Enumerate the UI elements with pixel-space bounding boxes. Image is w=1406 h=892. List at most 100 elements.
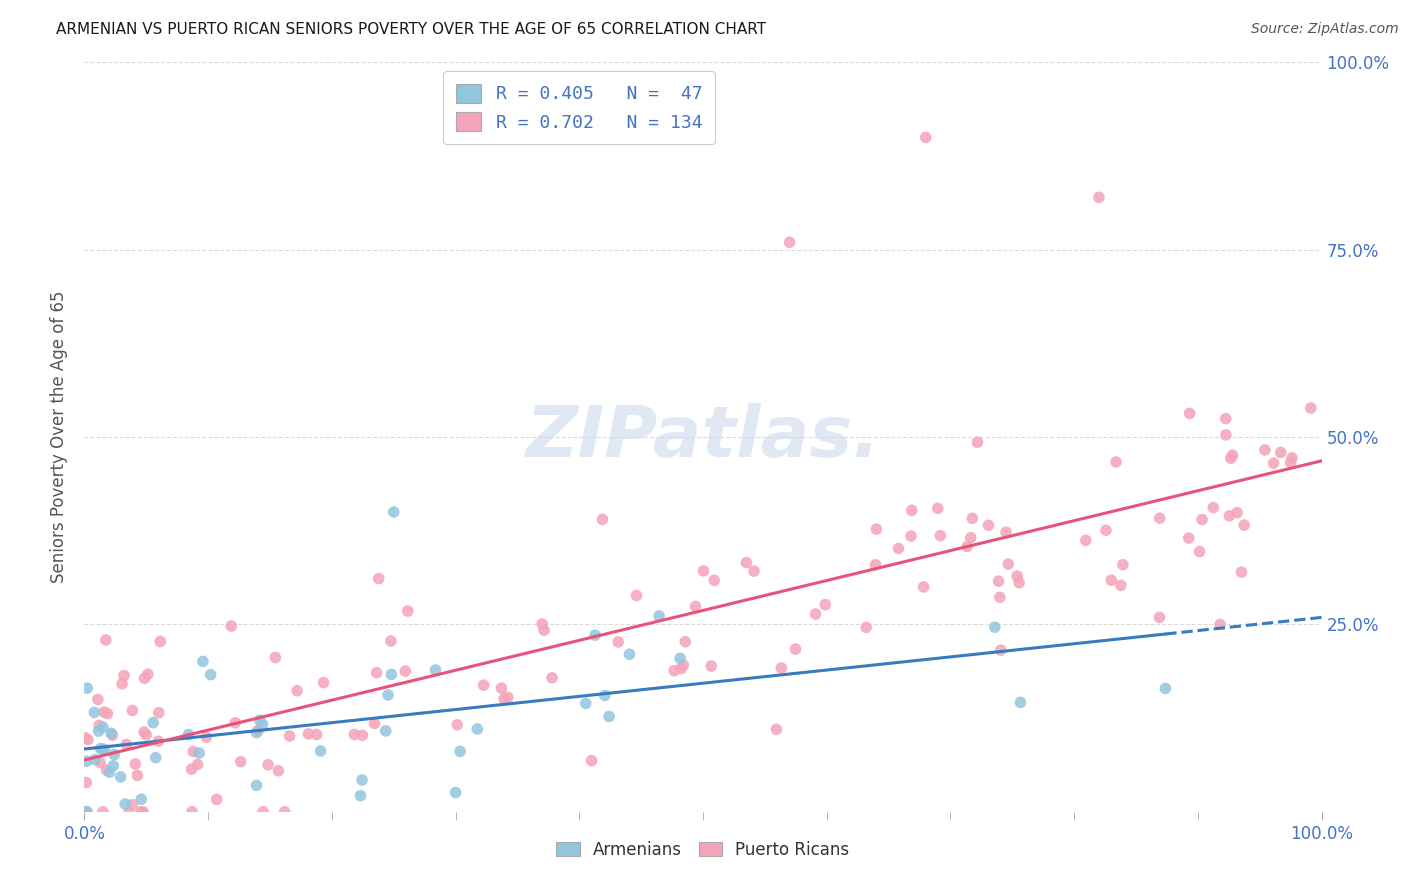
Point	[181, 805, 204, 819]
Point	[1074, 533, 1097, 548]
Point	[804, 607, 827, 621]
Point	[1088, 190, 1111, 204]
Point	[997, 557, 1019, 571]
Point	[380, 667, 402, 681]
Text: Source: ZipAtlas.com: Source: ZipAtlas.com	[1251, 22, 1399, 37]
Text: ZIPatlas.: ZIPatlas.	[526, 402, 880, 472]
Point	[984, 620, 1007, 634]
Point	[94, 632, 117, 647]
Point	[990, 643, 1012, 657]
Point	[188, 746, 211, 760]
Point	[252, 805, 274, 819]
Point	[619, 647, 641, 661]
Point	[87, 724, 110, 739]
Point	[855, 620, 877, 634]
Point	[148, 706, 170, 720]
Point	[593, 689, 616, 703]
Point	[591, 512, 613, 526]
Point	[177, 727, 200, 741]
Point	[87, 692, 110, 706]
Point	[1010, 695, 1032, 709]
Point	[1222, 448, 1244, 462]
Point	[672, 658, 695, 673]
Point	[987, 574, 1010, 589]
Text: ARMENIAN VS PUERTO RICAN SENIORS POVERTY OVER THE AGE OF 65 CORRELATION CHART: ARMENIAN VS PUERTO RICAN SENIORS POVERTY…	[56, 22, 766, 37]
Point	[703, 574, 725, 588]
Point	[1112, 558, 1135, 572]
Point	[100, 726, 122, 740]
Point	[76, 805, 98, 819]
Point	[814, 598, 837, 612]
Point	[374, 723, 396, 738]
Point	[1202, 500, 1225, 515]
Point	[267, 764, 290, 778]
Point	[472, 678, 495, 692]
Point	[224, 715, 246, 730]
Point	[1270, 445, 1292, 459]
Point	[1178, 406, 1201, 420]
Point	[1099, 573, 1122, 587]
Point	[662, 664, 685, 678]
Point	[257, 757, 280, 772]
Point	[865, 558, 887, 572]
Point	[1008, 575, 1031, 590]
Point	[191, 654, 214, 668]
Point	[134, 671, 156, 685]
Point	[103, 747, 125, 762]
Point	[865, 522, 887, 536]
Point	[205, 792, 228, 806]
Point	[1188, 544, 1211, 558]
Point	[735, 556, 758, 570]
Point	[142, 715, 165, 730]
Point	[110, 770, 132, 784]
Point	[121, 703, 143, 717]
Point	[101, 728, 124, 742]
Point	[785, 642, 807, 657]
Point	[285, 683, 308, 698]
Point	[103, 758, 125, 772]
Point	[1154, 681, 1177, 696]
Point	[765, 723, 787, 737]
Point	[607, 635, 630, 649]
Point	[1215, 428, 1237, 442]
Point	[245, 778, 267, 792]
Point	[200, 667, 222, 681]
Point	[1149, 610, 1171, 624]
Point	[626, 589, 648, 603]
Point	[988, 591, 1011, 605]
Point	[118, 805, 141, 819]
Point	[900, 503, 922, 517]
Point	[121, 797, 143, 812]
Point	[129, 805, 152, 819]
Point	[76, 681, 98, 695]
Point	[274, 805, 297, 819]
Point	[1209, 617, 1232, 632]
Point	[1233, 518, 1256, 533]
Point	[115, 738, 138, 752]
Point	[1299, 401, 1322, 415]
Y-axis label: Seniors Poverty Over the Age of 65: Seniors Poverty Over the Age of 65	[51, 291, 69, 583]
Point	[264, 650, 287, 665]
Point	[148, 734, 170, 748]
Point	[779, 235, 801, 250]
Point	[132, 805, 155, 819]
Point	[1149, 511, 1171, 525]
Point	[531, 617, 554, 632]
Point	[541, 671, 564, 685]
Point	[98, 765, 121, 780]
Point	[145, 750, 167, 764]
Point	[366, 665, 388, 680]
Point	[685, 599, 707, 614]
Point	[87, 718, 110, 732]
Point	[135, 728, 157, 742]
Point	[136, 667, 159, 681]
Point	[96, 763, 118, 777]
Point	[1219, 451, 1241, 466]
Legend: Armenians, Puerto Ricans: Armenians, Puerto Ricans	[548, 832, 858, 867]
Point	[962, 511, 984, 525]
Point	[900, 529, 922, 543]
Point	[1109, 578, 1132, 592]
Point	[252, 717, 274, 731]
Point	[278, 729, 301, 743]
Point	[380, 634, 402, 648]
